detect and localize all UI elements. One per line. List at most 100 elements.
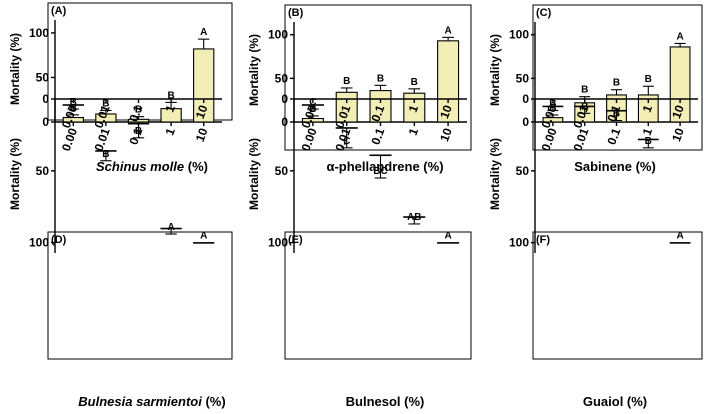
x-tick-label: 1 (640, 103, 656, 114)
x-tick-label: 10 (193, 103, 211, 121)
y-axis-label: Mortality (%) (488, 138, 502, 210)
x-tick-label: 0.01 (332, 103, 353, 130)
panel-label: (F) (536, 234, 550, 246)
x-tick-label: 0.1 (368, 103, 387, 124)
significance-letter: A (167, 222, 174, 233)
x-tick-label: 0.01 (570, 103, 591, 130)
significance-letter: A (200, 27, 207, 38)
panel-frame (284, 231, 472, 360)
x-tick-label: 1 (162, 126, 178, 137)
significance-letter: B (613, 78, 620, 89)
significance-letter: A (444, 25, 451, 36)
significance-letter: B (645, 74, 652, 85)
x-tick-label: 0.00 (539, 103, 560, 130)
y-tick-label: 100 (29, 26, 49, 40)
panel-label: (D) (51, 234, 67, 246)
y-axis-label: Mortality (%) (247, 138, 261, 210)
x-axis-label-part: (%) (202, 394, 226, 409)
panel-label: (C) (536, 7, 552, 19)
x-tick-label: 1 (640, 126, 656, 137)
panel-frame (532, 4, 703, 151)
x-axis-label-part: Schinus molle (96, 159, 184, 174)
x-tick-label: 10 (193, 126, 211, 144)
y-tick-label: 100 (29, 236, 49, 250)
y-tick-label: 100 (268, 28, 288, 42)
y-tick-label: 0 (281, 115, 288, 129)
y-tick-label: 100 (268, 236, 288, 250)
x-tick-label: 0.1 (368, 126, 387, 147)
significance-letter: A (676, 231, 683, 242)
x-tick-label: 0.1 (126, 126, 145, 147)
significance-letter: B (581, 85, 588, 96)
y-tick-label: 50 (516, 71, 530, 85)
y-tick-label: 50 (36, 164, 50, 178)
significance-letter: B (135, 105, 142, 116)
y-tick-label: 0 (281, 92, 288, 106)
y-axis-label: Mortality (%) (488, 34, 502, 106)
significance-letter: A (200, 231, 207, 242)
x-tick-label: 10 (437, 126, 455, 144)
significance-letter: B (549, 98, 556, 109)
significance-letter: B (167, 90, 174, 101)
bar (669, 242, 691, 244)
y-axis-label: Mortality (%) (8, 138, 22, 210)
x-axis-label: Sabinene (%) (574, 159, 656, 174)
y-tick-label: 100 (509, 28, 529, 42)
x-axis-label: Guaiol (%) (583, 394, 647, 409)
significance-letter: BC (373, 166, 387, 177)
x-tick-label: 1 (162, 103, 178, 114)
x-tick-label: 10 (669, 126, 687, 144)
significance-letter: A (444, 231, 451, 242)
x-tick-label: 0.00 (299, 103, 320, 130)
y-tick-label: 0 (42, 115, 49, 129)
x-axis-label: α-phellandrene (%) (326, 159, 443, 174)
panel-frame (47, 231, 233, 360)
significance-letter: B (645, 136, 652, 147)
y-tick-label: 50 (36, 70, 50, 84)
y-tick-label: 0 (522, 115, 529, 129)
significance-letter: B (102, 98, 109, 109)
significance-letter: AB (407, 212, 421, 223)
y-tick-label: 0 (42, 92, 49, 106)
bar (437, 242, 460, 244)
x-axis-label: Schinus molle (%) (96, 159, 208, 174)
x-axis-label-part: Sabinene (%) (574, 159, 656, 174)
x-axis-label-part: Guaiol (%) (583, 394, 647, 409)
x-tick-label: 10 (437, 103, 455, 121)
bar (193, 242, 215, 244)
x-axis-label-part: Bulnesia sarmientoi (78, 394, 202, 409)
significance-letter: C (343, 136, 350, 147)
panel-frame (284, 4, 472, 151)
x-tick-label: 1 (406, 126, 422, 137)
x-tick-label: 10 (669, 103, 687, 121)
x-tick-label: 0.01 (92, 103, 113, 130)
significance-letter: B (581, 101, 588, 112)
y-tick-label: 50 (275, 71, 289, 85)
significance-letter: B (343, 76, 350, 87)
y-axis-label: Mortality (%) (8, 33, 22, 105)
significance-letter: A (676, 31, 683, 42)
x-tick-label: 0.00 (59, 103, 80, 130)
panel-label: (B) (288, 7, 304, 19)
x-tick-label: 0.1 (604, 103, 623, 124)
y-tick-label: 50 (275, 164, 289, 178)
y-axis-label: Mortality (%) (247, 34, 261, 106)
x-axis-label-part: Bulnesol (%) (346, 394, 425, 409)
panel-label: (A) (51, 5, 67, 17)
y-tick-label: 100 (509, 236, 529, 250)
x-tick-label: 0.1 (126, 103, 145, 124)
significance-letter: B (411, 77, 418, 88)
x-axis-label: Bulnesia sarmientoi (%) (78, 394, 225, 409)
x-tick-label: 1 (406, 103, 422, 114)
panel-label: (E) (288, 234, 303, 246)
significance-letter: B (102, 149, 109, 160)
significance-letter: B (135, 126, 142, 137)
x-tick-label: 0.1 (604, 126, 623, 147)
panel-frame (532, 231, 703, 360)
